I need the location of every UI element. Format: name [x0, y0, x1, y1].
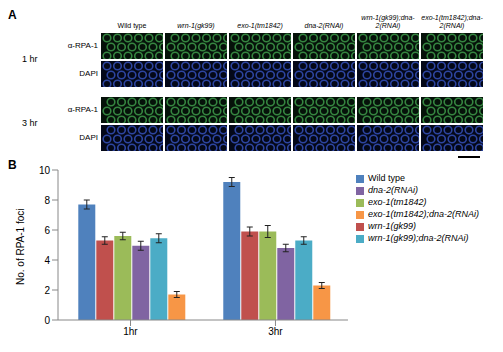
html-text:exo-1(tm1842): exo-1(tm1842)	[368, 197, 427, 207]
html-text:α-RPA-1: α-RPA-1	[67, 105, 98, 114]
svg-text:3hr: 3hr	[268, 326, 283, 337]
svg-text:2: 2	[44, 285, 50, 296]
html-text:dna-2(RNAi): dna-2(RNAi)	[368, 185, 418, 195]
html-text:dna-2(RNAi): dna-2(RNAi)	[304, 22, 344, 29]
html-text:Wild type: Wild type	[117, 22, 147, 29]
svg-text:1hr: 1hr	[123, 326, 138, 337]
html-text:exo-1(tm1842);dna-2(RNAi): exo-1(tm1842);dna-2(RNAi)	[368, 209, 479, 219]
html-text:exo-1(tm1842);dna-2(RNAi): exo-1(tm1842);dna-2(RNAi)	[421, 14, 483, 29]
html-text:Wild type: Wild type	[368, 173, 405, 183]
html-text:3 hr: 3 hr	[22, 118, 38, 128]
html-text:wrn-1(gk99);dna-2(RNAi): wrn-1(gk99);dna-2(RNAi)	[361, 14, 415, 29]
svg-text:6: 6	[44, 225, 50, 236]
html-text:exo-1(tm1842): exo-1(tm1842)	[237, 22, 283, 29]
svg-text:10: 10	[39, 165, 51, 176]
html-text:1 hr: 1 hr	[22, 54, 38, 64]
html-text:B: B	[8, 158, 17, 172]
svg-text:8: 8	[44, 195, 50, 206]
html-text:wrn-1(gk99): wrn-1(gk99)	[368, 221, 416, 231]
svg-text:No. of RPA-1 foci: No. of RPA-1 foci	[15, 208, 26, 285]
svg-text:4: 4	[44, 255, 50, 266]
html-text:wrn-1(gk99);dna-2(RNAi): wrn-1(gk99);dna-2(RNAi)	[368, 233, 469, 243]
html-text:wrn-1(gk99): wrn-1(gk99)	[177, 22, 215, 29]
html-text:α-RPA-1: α-RPA-1	[67, 41, 98, 50]
svg-text:0: 0	[44, 315, 50, 326]
html-text:A: A	[8, 8, 17, 22]
html-text:DAPI: DAPI	[79, 133, 98, 142]
html-text:DAPI: DAPI	[79, 69, 98, 78]
